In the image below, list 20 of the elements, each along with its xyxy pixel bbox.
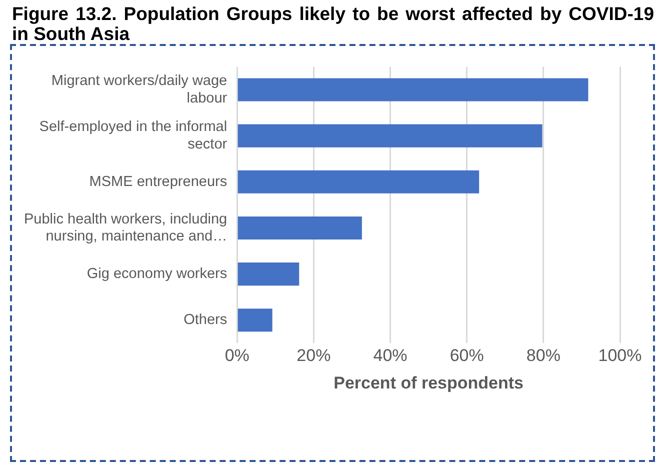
x-axis-title: Percent of respondents xyxy=(334,373,524,392)
bar xyxy=(238,78,588,102)
chart-title: Figure 13.2. Population Groups likely to be worst affected by COVID-19 in South Asia xyxy=(12,3,654,44)
bar xyxy=(238,262,300,286)
bar xyxy=(238,124,542,148)
y-tick-label: Others xyxy=(184,312,228,328)
bar xyxy=(238,170,480,194)
x-tick-label: 0% xyxy=(224,346,250,366)
bar xyxy=(238,216,362,240)
y-tick-label: Self-employed in the informal sector xyxy=(39,119,228,153)
bar xyxy=(238,308,272,332)
x-tick-label: 60% xyxy=(450,346,484,366)
x-tick-label: 40% xyxy=(373,346,408,366)
y-tick-label: Migrant workers/daily wage labour xyxy=(51,73,228,106)
y-tick-label: MSME entrepreneurs xyxy=(89,174,228,190)
x-tick-label: 100% xyxy=(598,346,642,366)
x-tick-label: 80% xyxy=(526,346,560,366)
y-tick-label: Gig economy workers xyxy=(86,266,228,282)
y-tick-label: Public health workers, including nursing, maintenance and… xyxy=(24,211,228,245)
x-tick-label: 20% xyxy=(296,346,331,366)
